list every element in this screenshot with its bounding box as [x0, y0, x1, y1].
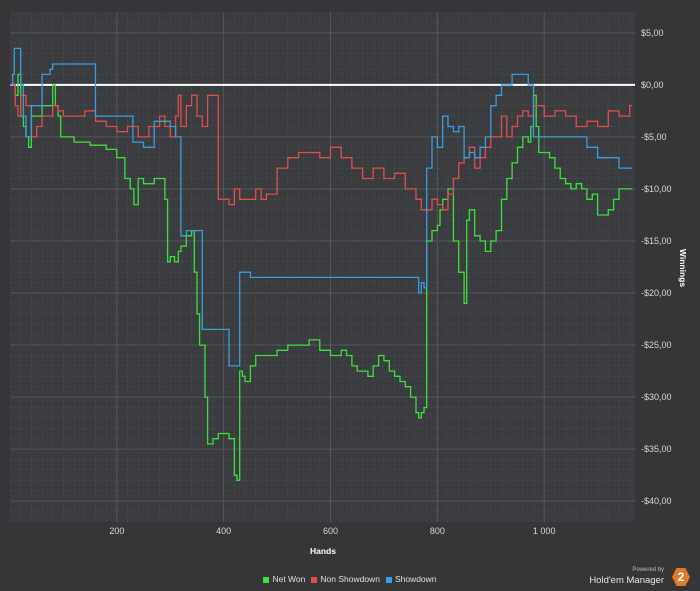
- x-tick-label: 200: [109, 526, 124, 536]
- y-tick-label: -$35,00: [641, 444, 672, 454]
- legend-label: Non Showdown: [320, 574, 380, 584]
- legend: Net Won Non Showdown Showdown: [0, 574, 700, 584]
- series-layer: [10, 47, 633, 482]
- y-tick-label: -$40,00: [641, 496, 672, 506]
- brand: Powered by Hold'em Manager 2: [550, 566, 690, 588]
- x-tick-label: 400: [216, 526, 231, 536]
- x-tick-label: 800: [430, 526, 445, 536]
- plot-area: [10, 12, 635, 522]
- y-tick-label: -$15,00: [641, 236, 672, 246]
- x-axis-title: Hands: [310, 546, 336, 556]
- y-tick-label: -$5,00: [641, 132, 667, 142]
- legend-swatch: [385, 576, 392, 583]
- brand-name: Hold'em Manager: [589, 575, 664, 586]
- y-tick-label: $5,00: [641, 28, 664, 38]
- legend-item-net-won[interactable]: Net Won: [263, 574, 305, 584]
- y-axis-title: Winnings: [678, 249, 688, 287]
- y-tick-label: -$20,00: [641, 288, 672, 298]
- series-line-net-won: [10, 73, 633, 482]
- legend-swatch: [263, 576, 270, 583]
- legend-swatch: [311, 576, 318, 583]
- series-line-showdown: [10, 47, 633, 367]
- y-tick-label: -$10,00: [641, 184, 672, 194]
- x-tick-label: 600: [323, 526, 338, 536]
- legend-label: Net Won: [272, 574, 306, 584]
- tick-labels: $5,00 $0,00 -$5,00 -$10,00 -$15,00 -$20,00 -$2…: [109, 28, 671, 536]
- legend-item-non-showdown[interactable]: Non Showdown: [311, 574, 380, 584]
- legend-label: Showdown: [394, 574, 437, 584]
- x-tick-label: 1 000: [533, 526, 556, 536]
- y-tick-label: -$30,00: [641, 392, 672, 402]
- brand-badge-icon: 2: [672, 568, 690, 586]
- series-line-non-showdown: [10, 84, 633, 211]
- brand-powered-by: Powered by: [632, 567, 664, 573]
- y-tick-label: $0,00: [641, 80, 664, 90]
- legend-item-showdown[interactable]: Showdown: [385, 574, 437, 584]
- y-tick-label: -$25,00: [641, 340, 672, 350]
